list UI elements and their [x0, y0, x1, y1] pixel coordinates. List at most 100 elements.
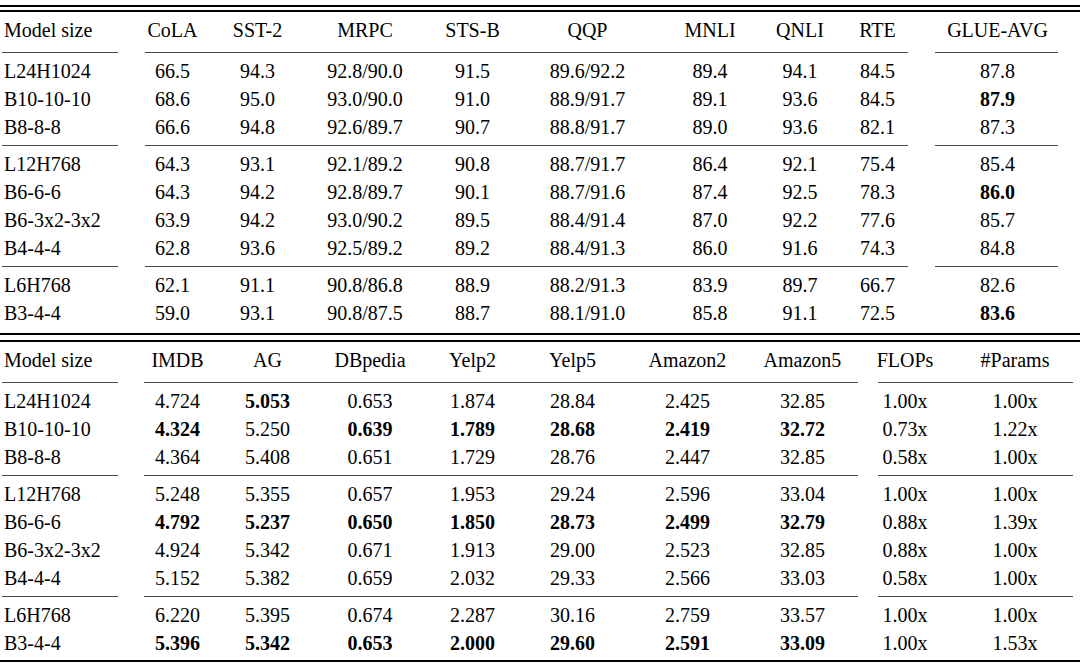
value-cell: 88.1/91.0 [515, 299, 660, 327]
value-cell: 91.6 [760, 234, 840, 262]
value-cell: 0.639 [310, 415, 430, 443]
value-cell: 29.00 [515, 536, 630, 564]
value-cell: 5.248 [130, 480, 225, 508]
value-cell: 2.759 [630, 601, 745, 629]
rule-segment [130, 378, 860, 387]
value-cell: 92.6/89.7 [300, 113, 430, 141]
value-cell: 2.419 [630, 415, 745, 443]
value-cell: 94.1 [760, 57, 840, 85]
value-cell: 84.8 [915, 234, 1080, 262]
value-cell: 74.3 [840, 234, 915, 262]
table-row: B3-4-45.3965.3420.6532.00029.602.59133.0… [0, 629, 1080, 657]
value-cell: 90.7 [430, 113, 515, 141]
rule-segment [860, 592, 1080, 601]
table-row: L12H7685.2485.3550.6571.95329.242.59633.… [0, 480, 1080, 508]
table-row: L6H76862.191.190.8/86.888.988.2/91.383.9… [0, 271, 1080, 299]
top-double-rule [0, 5, 1080, 12]
column-header: MRPC [300, 12, 430, 48]
value-cell: 0.674 [310, 601, 430, 629]
value-cell: 89.4 [660, 57, 760, 85]
model-size-cell: L6H768 [0, 601, 130, 629]
column-header: Yelp2 [430, 342, 515, 378]
model-size-cell: B6-3x2-3x2 [0, 536, 130, 564]
value-cell: 2.032 [430, 564, 515, 592]
value-cell: 1.00x [860, 387, 950, 415]
value-cell: 75.4 [840, 150, 915, 178]
value-cell: 32.72 [745, 415, 860, 443]
value-cell: 1.00x [860, 601, 950, 629]
row-group: L12H76864.393.192.1/89.290.888.7/91.786.… [0, 150, 1080, 271]
value-cell: 5.355 [225, 480, 310, 508]
value-cell: 1.00x [950, 387, 1080, 415]
value-cell: 2.447 [630, 443, 745, 471]
value-cell: 88.9 [430, 271, 515, 299]
value-cell: 0.657 [310, 480, 430, 508]
value-cell: 66.5 [130, 57, 215, 85]
value-cell: 66.6 [130, 113, 215, 141]
value-cell: 0.653 [310, 629, 430, 657]
value-cell: 89.5 [430, 206, 515, 234]
value-cell: 85.8 [660, 299, 760, 327]
column-header: Model size [0, 12, 130, 48]
bottom-rule [0, 660, 1080, 662]
value-cell: 92.8/89.7 [300, 178, 430, 206]
table-row: B6-3x2-3x263.994.293.0/90.289.588.4/91.4… [0, 206, 1080, 234]
column-header: DBpedia [310, 342, 430, 378]
value-cell: 86.0 [915, 178, 1080, 206]
value-cell: 91.0 [430, 85, 515, 113]
value-cell: 90.8/86.8 [300, 271, 430, 299]
value-cell: 84.5 [840, 57, 915, 85]
value-cell: 0.58x [860, 443, 950, 471]
model-size-cell: B3-4-4 [0, 629, 130, 657]
column-header: QQP [515, 12, 660, 48]
rule-segment [915, 141, 1080, 150]
model-size-cell: B6-6-6 [0, 178, 130, 206]
value-cell: 1.789 [430, 415, 515, 443]
table-row: B8-8-84.3645.4080.6511.72928.762.44732.8… [0, 443, 1080, 471]
table-row: L6H7686.2205.3950.6742.28730.162.75933.5… [0, 601, 1080, 629]
value-cell: 93.6 [760, 113, 840, 141]
model-size-cell: B8-8-8 [0, 113, 130, 141]
value-cell: 91.5 [430, 57, 515, 85]
glue-benchmark-table: Model sizeCoLASST-2MRPCSTS-BQQPMNLIQNLIR… [0, 12, 1080, 327]
value-cell: 85.4 [915, 150, 1080, 178]
value-cell: 88.7 [430, 299, 515, 327]
value-cell: 94.2 [215, 178, 300, 206]
value-cell: 28.76 [515, 443, 630, 471]
value-cell: 1.00x [950, 564, 1080, 592]
value-cell: 1.913 [430, 536, 515, 564]
value-cell: 94.3 [215, 57, 300, 85]
value-cell: 88.9/91.7 [515, 85, 660, 113]
value-cell: 5.250 [225, 415, 310, 443]
value-cell: 28.68 [515, 415, 630, 443]
value-cell: 64.3 [130, 150, 215, 178]
value-cell: 33.57 [745, 601, 860, 629]
value-cell: 82.1 [840, 113, 915, 141]
rule-separator [0, 378, 1080, 387]
column-header: QNLI [760, 12, 840, 48]
value-cell: 2.566 [630, 564, 745, 592]
value-cell: 0.653 [310, 387, 430, 415]
value-cell: 64.3 [130, 178, 215, 206]
value-cell: 5.152 [130, 564, 225, 592]
value-cell: 63.9 [130, 206, 215, 234]
table-row: B3-4-459.093.190.8/87.588.788.1/91.085.8… [0, 299, 1080, 327]
value-cell: 93.6 [760, 85, 840, 113]
value-cell: 1.00x [860, 480, 950, 508]
model-size-cell: B8-8-8 [0, 443, 130, 471]
value-cell: 1.874 [430, 387, 515, 415]
value-cell: 78.3 [840, 178, 915, 206]
value-cell: 94.2 [215, 206, 300, 234]
value-cell: 2.287 [430, 601, 515, 629]
value-cell: 2.591 [630, 629, 745, 657]
value-cell: 88.8/91.7 [515, 113, 660, 141]
value-cell: 2.499 [630, 508, 745, 536]
value-cell: 72.5 [840, 299, 915, 327]
value-cell: 2.523 [630, 536, 745, 564]
row-group: L24H10244.7245.0530.6531.87428.842.42532… [0, 387, 1080, 480]
column-header: FLOPs [860, 342, 950, 378]
model-size-cell: B4-4-4 [0, 234, 130, 262]
value-cell: 86.0 [660, 234, 760, 262]
value-cell: 2.425 [630, 387, 745, 415]
value-cell: 91.1 [760, 299, 840, 327]
